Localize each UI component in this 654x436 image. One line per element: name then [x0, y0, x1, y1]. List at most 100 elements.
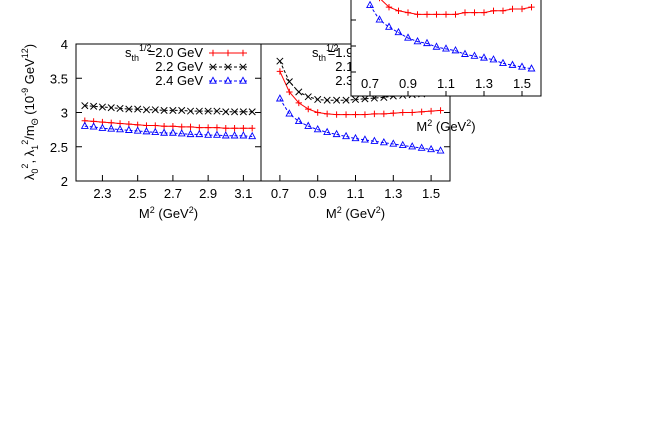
data-point	[304, 121, 313, 129]
legend-title: sth1/2	[125, 43, 152, 63]
data-point	[313, 124, 322, 133]
data-point	[379, 137, 388, 146]
data-point	[314, 95, 322, 104]
series-plus-ff0000	[81, 117, 256, 132]
data-point	[404, 33, 412, 41]
data-point	[239, 108, 247, 116]
data-point	[186, 107, 195, 115]
data-point	[285, 109, 294, 117]
data-point	[433, 11, 440, 18]
legend-marker	[239, 76, 247, 84]
data-point	[461, 49, 469, 57]
data-point	[342, 96, 350, 104]
data-point	[370, 136, 379, 144]
data-point	[160, 128, 169, 136]
data-point	[248, 125, 256, 132]
legend-marker	[224, 63, 232, 71]
data-point	[352, 111, 359, 118]
data-point	[342, 111, 350, 118]
data-point	[332, 129, 341, 138]
x-tick-label: 1.3	[384, 186, 402, 201]
data-point	[461, 9, 469, 16]
data-point	[276, 68, 284, 75]
legend-label: =2.0 GeV	[148, 45, 204, 60]
data-point	[385, 3, 393, 11]
data-point	[177, 129, 186, 137]
data-point	[151, 127, 160, 136]
inset-layer: 0.7 0.9 1.1 1.3 1.5 M2 (GeV2)	[350, 0, 542, 134]
data-point	[333, 96, 341, 104]
data-point	[230, 131, 239, 139]
x-tick-label: 1.3	[475, 76, 493, 91]
data-point	[408, 142, 417, 150]
data-point	[231, 108, 239, 116]
data-point	[489, 55, 498, 63]
legend-marker	[224, 76, 232, 84]
data-point	[187, 123, 194, 131]
x-tick-label: 2.5	[129, 186, 147, 201]
series-line	[84, 105, 253, 113]
data-point	[389, 139, 398, 147]
data-point	[178, 106, 186, 114]
data-point	[480, 9, 488, 16]
data-point	[125, 105, 133, 113]
data-point	[213, 107, 221, 115]
data-point	[379, 0, 380, 2]
data-point	[133, 126, 142, 134]
data-point	[169, 106, 177, 114]
data-point	[436, 146, 445, 154]
data-point	[231, 125, 238, 132]
data-point	[248, 131, 257, 140]
x-tick-label: 1.1	[346, 186, 364, 201]
data-point	[518, 62, 526, 70]
data-point	[213, 124, 221, 131]
data-point	[98, 103, 106, 111]
data-point	[204, 130, 213, 138]
series-cross-000000	[81, 102, 256, 116]
legend-marker	[209, 63, 217, 71]
series-triangle-0000ff	[366, 0, 536, 72]
x-tick-label: 2.7	[164, 186, 182, 201]
data-point	[80, 121, 89, 129]
data-point	[151, 106, 159, 114]
data-point	[81, 102, 89, 110]
data-point	[361, 95, 369, 103]
data-point	[404, 9, 412, 16]
data-point	[294, 116, 303, 125]
data-point	[304, 93, 312, 101]
data-point	[221, 131, 230, 139]
y-tick-label: 3	[61, 106, 68, 121]
x-tick-label: 1.5	[422, 186, 440, 201]
data-point	[212, 130, 221, 138]
x-tick-label: 2.3	[93, 186, 111, 201]
data-point	[417, 143, 426, 151]
data-point	[204, 107, 212, 115]
data-point	[116, 124, 125, 133]
data-point	[248, 108, 256, 116]
data-point	[195, 107, 203, 115]
data-point	[451, 46, 460, 54]
data-point	[178, 123, 185, 131]
y-tick-label: 3.5	[50, 71, 68, 86]
data-point	[442, 44, 450, 52]
data-point	[134, 105, 142, 113]
series-line	[369, 5, 532, 70]
data-point	[490, 7, 497, 14]
data-point	[360, 135, 369, 143]
data-point	[480, 53, 488, 61]
data-point	[518, 5, 526, 13]
data-point	[361, 111, 369, 118]
data-point	[413, 36, 422, 45]
series-triangle-0000ff	[275, 94, 445, 154]
data-point	[499, 7, 507, 14]
data-point	[107, 104, 115, 112]
data-point	[395, 7, 402, 14]
data-point	[160, 123, 168, 130]
data-point	[351, 95, 360, 104]
data-point	[195, 129, 204, 138]
data-point	[90, 102, 98, 110]
data-point	[239, 131, 248, 139]
data-point	[305, 105, 312, 113]
data-point	[168, 128, 177, 136]
